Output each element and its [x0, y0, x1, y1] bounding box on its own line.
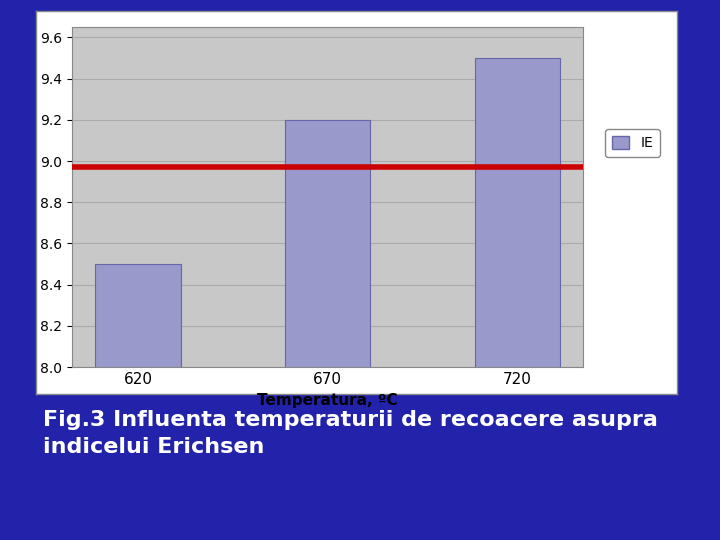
Legend: IE: IE — [606, 129, 660, 157]
Bar — [285, 120, 370, 540]
Bar — [95, 264, 181, 540]
X-axis label: Temperatura, ºC: Temperatura, ºC — [257, 393, 398, 408]
Text: Fig.3 Influenta temperaturii de recoacere asupra
indicelui Erichsen: Fig.3 Influenta temperaturii de recoacer… — [43, 410, 658, 457]
Bar — [474, 58, 560, 540]
